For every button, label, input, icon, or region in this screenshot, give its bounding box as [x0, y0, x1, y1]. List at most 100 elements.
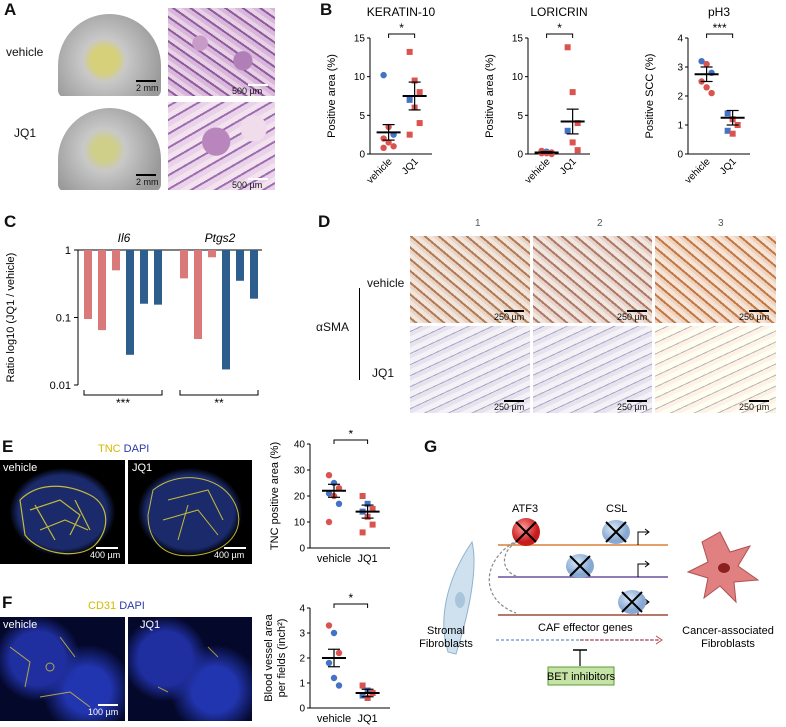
y-tick-label: 1	[677, 121, 683, 132]
d-scale-j3: 250 µm	[739, 402, 770, 412]
f-stain-cd31: CD31	[88, 600, 117, 612]
data-point	[564, 44, 571, 51]
bar	[84, 250, 92, 320]
x-tick-label: vehicle	[317, 553, 351, 565]
d-col-1: 1	[475, 218, 481, 229]
data-point	[406, 48, 413, 55]
e-row-jq1: JQ1	[132, 462, 153, 474]
y-tick-label: 5	[359, 111, 365, 122]
y-axis-label: Ratio log10 (JQ1 / vehicle)	[5, 253, 17, 383]
atf3-label: ATF3	[512, 503, 538, 515]
data-point	[724, 127, 731, 134]
y-tick-label: 15	[354, 34, 366, 45]
d-bracket	[359, 288, 360, 380]
significance-label: ***	[713, 21, 727, 35]
panel-e-chart: 0 10 20 30 40 TNC positive area (%) vehicle JQ1…	[269, 430, 390, 565]
panel-f-chart: 0 1 2 3 4 Blood vessel areaper fields (inch²)…	[263, 591, 390, 725]
data-point	[335, 649, 343, 657]
y-tick-label: 40	[294, 440, 306, 451]
e-stain-tnc: TNC	[98, 443, 121, 455]
data-point	[325, 659, 333, 667]
bar	[208, 250, 216, 258]
data-point	[708, 89, 715, 97]
data-point	[574, 147, 581, 154]
e-stain-dapi: DAPI	[123, 443, 150, 455]
y-axis-label: Positive SCC (%)	[644, 54, 656, 139]
data-point	[380, 135, 387, 142]
significance-bracket	[179, 390, 259, 396]
panel-letter-e: E	[2, 437, 14, 456]
chart-title: KERATIN-10	[367, 5, 436, 19]
row-label-jq1-a: JQ1	[14, 126, 37, 140]
e-stain-legend: TNC DAPI	[98, 443, 149, 455]
d-col-2: 2	[597, 218, 603, 229]
data-point	[416, 89, 423, 96]
bar	[250, 250, 258, 299]
scale-label-he-jq1: 500 µm	[232, 180, 263, 190]
x-tick-label: JQ1	[718, 156, 739, 177]
data-point	[564, 127, 571, 134]
data-point	[325, 518, 333, 526]
y-tick-label: 0	[299, 704, 305, 715]
significance-label: **	[214, 396, 224, 410]
f-scale-vehicle: 100 µm	[88, 707, 119, 717]
panel-letter-g: G	[424, 437, 438, 456]
f-stain-dapi: DAPI	[119, 600, 145, 612]
bar	[112, 250, 120, 271]
y-tick-label: 3	[299, 629, 305, 640]
y-tick-label: 0	[677, 150, 683, 161]
data-point	[330, 674, 338, 682]
y-axis-label: TNC positive area (%)	[269, 442, 281, 550]
d-scale-j1: 250 µm	[494, 402, 525, 412]
f-row-jq1: JQ1	[140, 619, 161, 631]
row-label-vehicle-a: vehicle	[6, 45, 44, 59]
significance-bracket	[706, 33, 734, 38]
y-axis-label: Blood vessel areaper fields (inch²)	[263, 613, 288, 701]
data-point	[698, 58, 705, 65]
data-point	[359, 692, 366, 699]
significance-bracket	[83, 390, 163, 396]
e-image-jq1: JQ1 400 µm	[128, 460, 252, 564]
x-tick-label: JQ1	[400, 156, 421, 177]
bar	[98, 250, 106, 331]
significance-label: *	[348, 430, 353, 441]
bar	[140, 250, 148, 304]
panel-letter-f: F	[2, 593, 13, 612]
csl-label: CSL	[606, 503, 627, 515]
y-tick-label: 0	[517, 150, 523, 161]
panel-letter-a: A	[4, 0, 17, 19]
significance-label: ***	[116, 396, 130, 410]
data-point	[406, 96, 413, 103]
y-tick-label: 2	[677, 92, 683, 103]
significance-bracket	[333, 439, 369, 444]
x-tick-label: vehicle	[683, 156, 713, 186]
d-image-jq1-2: 250 µm	[533, 326, 652, 413]
y-tick-label: 3	[677, 63, 683, 74]
data-point	[369, 521, 376, 528]
caf-genes-label: CAF effector genes	[538, 622, 633, 634]
y-label-line: Blood vessel area	[263, 613, 275, 701]
d-row-jq1: JQ1	[372, 366, 395, 380]
panel-c-chart: 1 0.1 0.01 Ratio log10 (JQ1 / vehicle) Il6 **…	[5, 231, 262, 410]
y-tick-label: 15	[512, 34, 524, 45]
bar	[236, 250, 244, 281]
data-point	[369, 506, 376, 512]
significance-bracket	[388, 33, 416, 38]
f-stain-legend: CD31 DAPI	[88, 600, 145, 612]
data-point	[325, 490, 333, 497]
bar	[154, 250, 162, 305]
y-tick-label: 10	[294, 518, 306, 529]
significance-bracket	[333, 603, 369, 608]
data-point	[359, 493, 366, 499]
x-tick-label: JQ1	[358, 713, 378, 725]
scale-label-photo-jq1: 2 mm	[136, 177, 159, 187]
data-point	[385, 139, 392, 146]
d-image-jq1-3: 250 µm	[655, 326, 776, 413]
data-point	[703, 60, 710, 68]
y-tick-label: 0	[359, 150, 365, 161]
data-point	[359, 529, 366, 536]
f-image-vehicle: vehicle 100 µm	[0, 617, 125, 721]
y-tick-label: 10	[512, 72, 524, 83]
he-image-jq1: 500 µm	[168, 102, 275, 190]
d-scale-v2: 250 µm	[617, 312, 648, 322]
